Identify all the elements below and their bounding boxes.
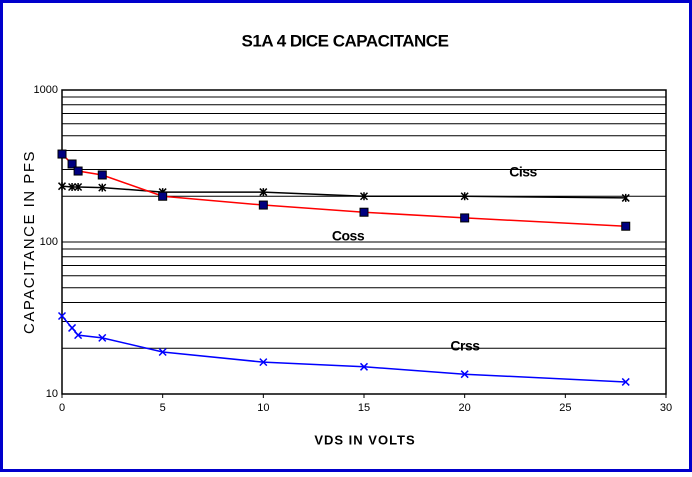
- marker: [158, 191, 168, 201]
- marker: [621, 377, 630, 386]
- x-tick-label: 20: [459, 402, 471, 414]
- y-tick-label: 1000: [34, 84, 58, 96]
- x-tick-label: 0: [59, 402, 65, 414]
- marker: [97, 170, 107, 180]
- series-label: Ciss: [509, 164, 537, 180]
- x-tick-label: 5: [160, 402, 166, 414]
- marker: [98, 183, 107, 192]
- plot-frame: [61, 89, 667, 395]
- marker: [359, 192, 369, 201]
- marker: [359, 207, 369, 217]
- marker: [460, 192, 469, 201]
- marker: [359, 362, 369, 371]
- y-tick-label: 10: [46, 388, 58, 400]
- marker: [57, 182, 67, 191]
- marker: [259, 358, 268, 367]
- chart-title: S1A 4 DICE CAPACITANCE: [242, 31, 449, 50]
- marker: [158, 347, 167, 357]
- marker: [460, 213, 470, 223]
- marker: [621, 193, 630, 202]
- marker: [74, 331, 83, 340]
- marker: [74, 182, 83, 192]
- marker: [57, 311, 67, 321]
- y-tick-label: 100: [40, 236, 58, 248]
- series-label: Crss: [450, 338, 480, 354]
- marker: [68, 182, 77, 192]
- x-tick-label: 15: [358, 402, 370, 414]
- marker: [258, 200, 268, 210]
- x-tick-label: 30: [660, 402, 672, 414]
- marker: [98, 333, 107, 342]
- marker: [73, 166, 83, 176]
- x-tick-label: 25: [559, 402, 571, 414]
- x-tick-label: 10: [257, 402, 269, 414]
- x-axis-label: VDS IN VOLTS: [314, 432, 415, 447]
- series-label: Coss: [332, 228, 365, 244]
- marker: [259, 188, 268, 197]
- marker: [67, 159, 77, 169]
- marker: [460, 370, 469, 379]
- marker: [57, 149, 67, 159]
- marker: [68, 323, 77, 332]
- y-axis-label: CAPACITANCE IN PFS: [21, 150, 38, 334]
- marker: [621, 221, 631, 231]
